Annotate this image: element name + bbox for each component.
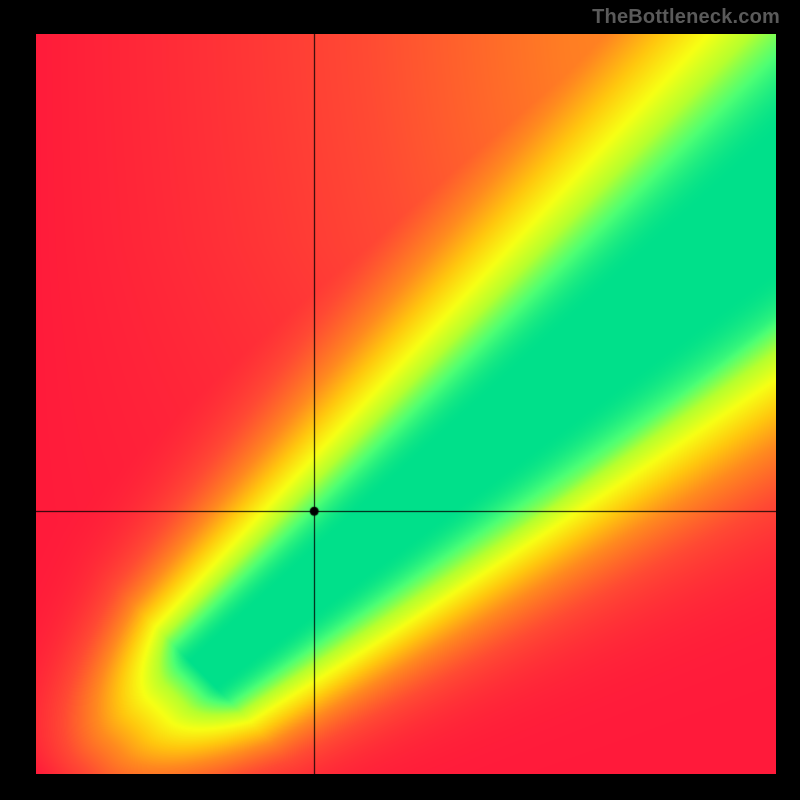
bottleneck-heatmap (36, 34, 776, 774)
watermark-text: TheBottleneck.com (592, 6, 780, 29)
chart-container: TheBottleneck.com (0, 0, 800, 800)
